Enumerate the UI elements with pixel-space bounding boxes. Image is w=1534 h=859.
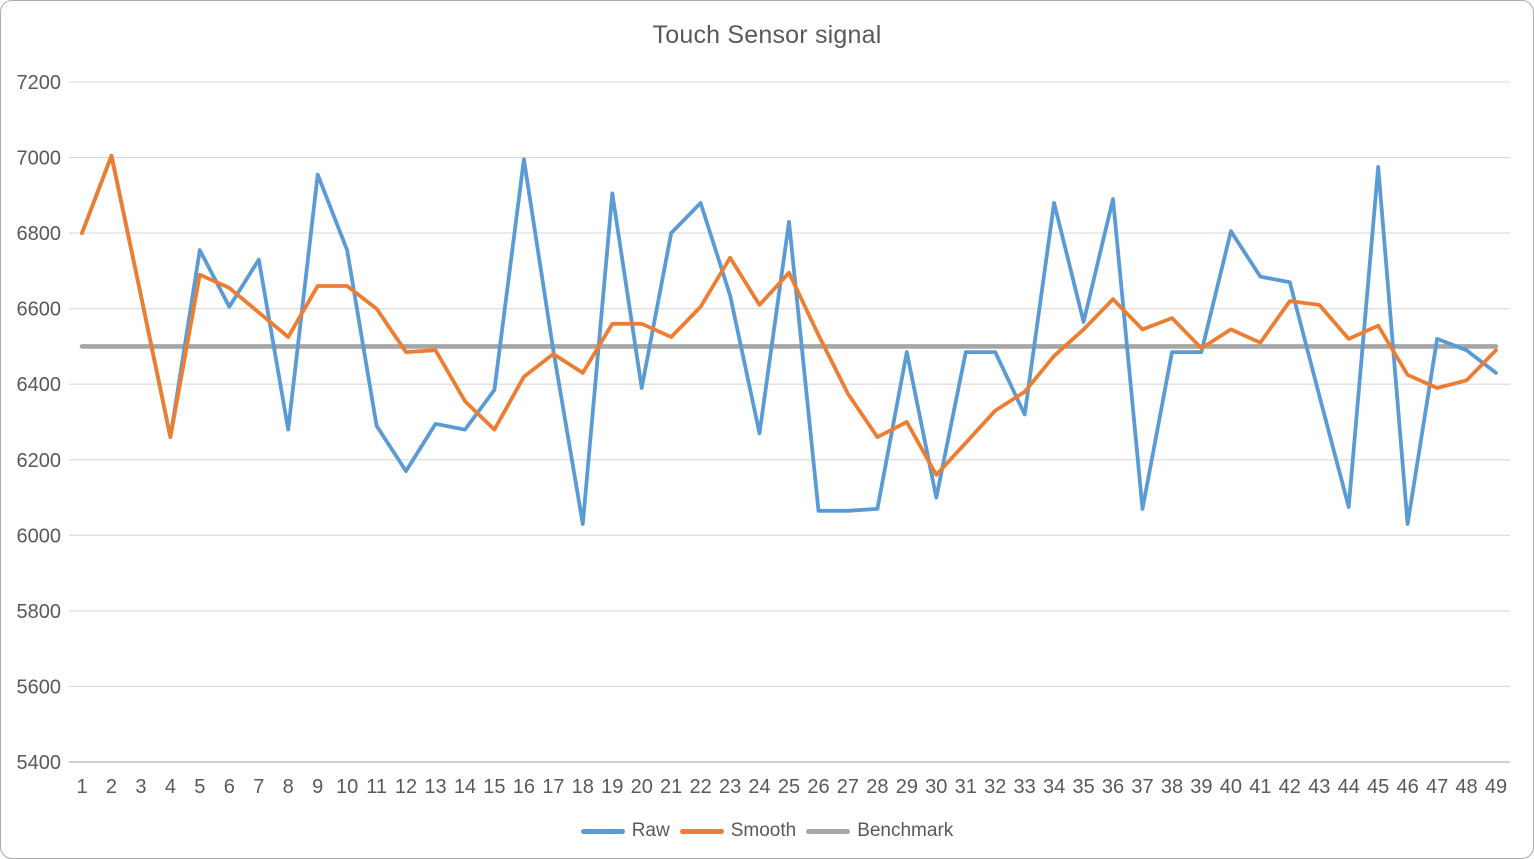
x-axis-tick-label: 8 <box>283 776 294 798</box>
x-axis-tick-label: 34 <box>1043 776 1065 798</box>
x-axis-tick-label: 28 <box>866 776 888 798</box>
legend-label-benchmark: Benchmark <box>857 820 954 841</box>
benchmark-line-marker-icon <box>806 828 851 834</box>
x-axis-tick-label: 12 <box>395 776 417 798</box>
x-axis-tick-label: 3 <box>135 776 146 798</box>
y-axis-tick-label: 5800 <box>17 601 62 623</box>
x-axis-tick-label: 4 <box>165 776 176 798</box>
x-axis-tick-label: 24 <box>748 776 770 798</box>
x-axis-tick-label: 29 <box>896 776 918 798</box>
x-axis-tick-label: 44 <box>1338 776 1360 798</box>
x-axis-tick-label: 39 <box>1190 776 1212 798</box>
legend-item-benchmark[interactable]: Benchmark <box>806 820 953 842</box>
raw-line-marker-icon <box>580 828 625 834</box>
x-axis-tick-label: 5 <box>194 776 205 798</box>
x-axis-tick-label: 2 <box>106 776 117 798</box>
y-axis-tick-label: 6600 <box>17 299 62 321</box>
x-axis-tick-label: 14 <box>454 776 476 798</box>
x-axis-tick-label: 41 <box>1249 776 1271 798</box>
x-axis-tick-label: 37 <box>1131 776 1153 798</box>
x-axis-tick-label: 26 <box>807 776 829 798</box>
x-axis-tick-label: 1 <box>76 776 87 798</box>
chart-title: Touch Sensor signal <box>652 21 882 49</box>
x-axis-tick-label: 16 <box>513 776 535 798</box>
x-axis-tick-label: 6 <box>224 776 235 798</box>
chart-legend: Raw Smooth Benchmark <box>1 820 1533 842</box>
x-axis-tick-label: 40 <box>1220 776 1242 798</box>
legend-label-smooth: Smooth <box>730 820 797 841</box>
x-axis-tick-label: 25 <box>778 776 800 798</box>
x-axis-tick-label: 7 <box>253 776 264 798</box>
x-axis-tick-label: 20 <box>631 776 653 798</box>
y-axis-tick-label: 6800 <box>17 223 62 245</box>
x-axis-tick-label: 33 <box>1014 776 1036 798</box>
y-axis-tick-label: 7200 <box>17 72 62 94</box>
x-axis-tick-label: 32 <box>984 776 1006 798</box>
x-axis-tick-label: 49 <box>1485 776 1507 798</box>
x-axis-tick-label: 48 <box>1455 776 1477 798</box>
series-line-smooth[interactable] <box>80 153 1498 477</box>
y-axis-tick-label: 7000 <box>17 148 62 170</box>
x-axis-tick-label: 43 <box>1308 776 1330 798</box>
x-axis-tick-label: 38 <box>1161 776 1183 798</box>
y-axis-tick-label: 6000 <box>17 525 62 547</box>
x-axis-tick-label: 27 <box>837 776 859 798</box>
y-axis-tick-label: 5600 <box>17 676 62 698</box>
legend-item-smooth[interactable]: Smooth <box>679 820 797 842</box>
x-axis-tick-label: 18 <box>572 776 594 798</box>
x-axis-tick-label: 42 <box>1279 776 1301 798</box>
x-axis-tick-label: 45 <box>1367 776 1389 798</box>
legend-item-raw[interactable]: Raw <box>580 820 670 842</box>
y-axis-tick-label: 6400 <box>17 374 62 396</box>
series-line-raw[interactable] <box>80 153 1498 526</box>
x-axis-tick-label: 10 <box>336 776 358 798</box>
x-axis-tick-label: 31 <box>955 776 977 798</box>
x-axis-tick-label: 17 <box>542 776 564 798</box>
x-axis-tick-label: 47 <box>1426 776 1448 798</box>
y-axis-tick-label: 6200 <box>17 450 62 472</box>
x-axis-tick-label: 23 <box>719 776 741 798</box>
x-axis-tick-label: 9 <box>312 776 323 798</box>
x-axis-tick-label: 36 <box>1102 776 1124 798</box>
x-axis-tick-label: 13 <box>424 776 446 798</box>
y-axis-tick-label: 5400 <box>17 752 62 774</box>
x-axis-tick-label: 15 <box>483 776 505 798</box>
x-axis-tick-label: 22 <box>690 776 712 798</box>
x-axis-tick-label: 35 <box>1072 776 1094 798</box>
x-axis-tick-label: 46 <box>1397 776 1419 798</box>
x-axis-tick-label: 19 <box>601 776 623 798</box>
x-axis-tick-label: 21 <box>660 776 682 798</box>
x-axis-tick-label: 11 <box>366 776 387 798</box>
smooth-line-marker-icon <box>679 828 724 834</box>
legend-label-raw: Raw <box>631 820 670 841</box>
x-axis-tick-label: 30 <box>925 776 947 798</box>
